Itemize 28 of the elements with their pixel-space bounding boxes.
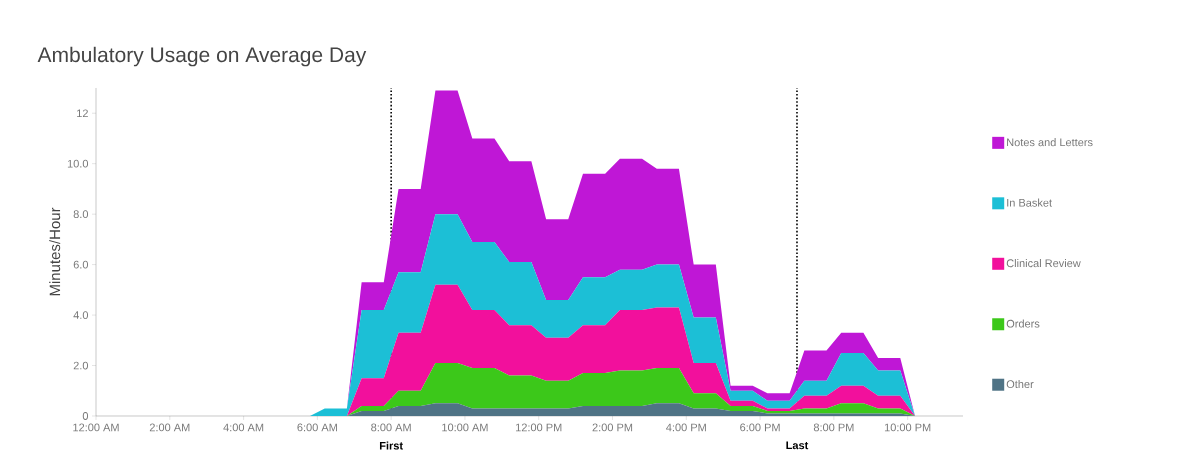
y-tick-label: 2.0 <box>73 361 89 370</box>
legend-label: Notes and Letters <box>1007 138 1093 147</box>
x-tick-label: 6:00 PM <box>740 423 780 432</box>
legend-label: In Basket <box>1007 198 1052 207</box>
x-tick-label: 2:00 AM <box>149 423 190 432</box>
x-tick-label: 12:00 AM <box>73 423 119 432</box>
y-tick-label: 0 <box>82 412 89 420</box>
x-tick-label: 10:00 PM <box>884 423 931 432</box>
legend-label: Orders <box>1006 319 1040 328</box>
y-tick-label: 8.0 <box>73 210 89 219</box>
x-tick-label: 8:00 PM <box>813 423 854 432</box>
ref-line-label: Last <box>786 441 809 450</box>
x-tick-label: 8:00 AM <box>371 423 411 432</box>
y-tick-label: 6.0 <box>73 260 89 269</box>
y-tick-label: 4.0 <box>73 311 89 319</box>
legend-label: Other <box>1006 379 1034 389</box>
y-tick-label: 12 <box>77 109 88 118</box>
x-tick-label: 6:00 AM <box>297 423 337 432</box>
y-axis-title: Minutes/Hour <box>49 207 61 296</box>
x-tick-label: 4:00 PM <box>666 423 706 432</box>
x-tick-label: 2:00 PM <box>592 423 633 432</box>
x-tick-label: 4:00 AM <box>223 423 264 432</box>
ref-line-label: First <box>379 441 403 450</box>
chart-title: Ambulatory Usage on Average Day <box>37 46 367 67</box>
legend-label: Clinical Review <box>1006 259 1081 268</box>
y-tick-label: 10.0 <box>67 159 89 168</box>
x-tick-label: 12:00 PM <box>516 423 562 432</box>
x-tick-label: 10:00 AM <box>442 423 488 432</box>
